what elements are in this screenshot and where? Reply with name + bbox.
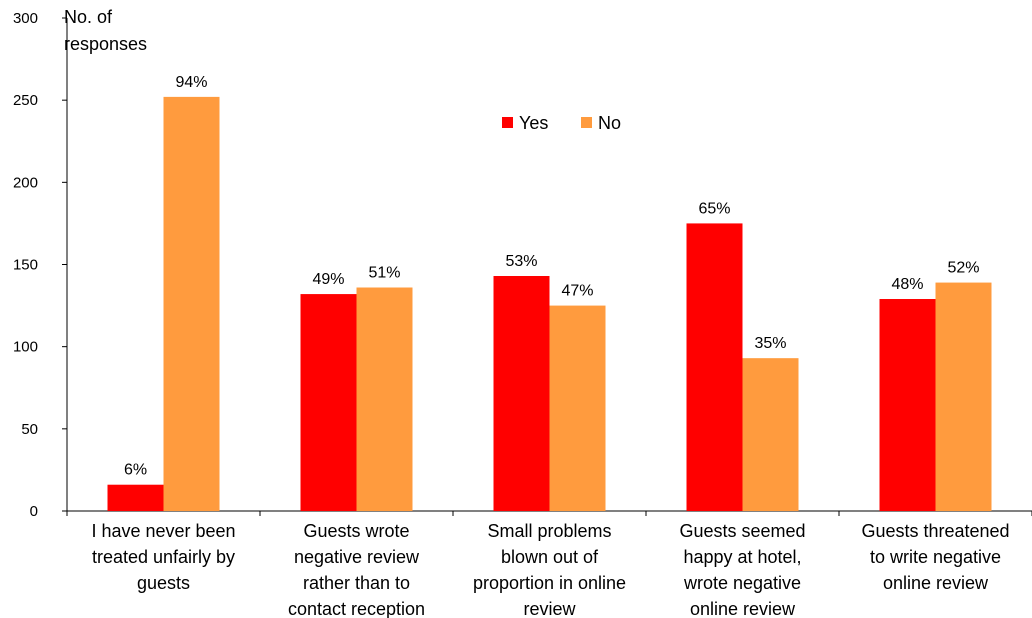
x-tick-label: Guests wrote negative review rather than t…	[288, 521, 425, 618]
x-tick-label: Small problems blown out of proportion in …	[473, 521, 626, 618]
data-label-no-2: 47%	[561, 283, 593, 300]
bar-no-3	[742, 358, 799, 511]
x-tick-label-line: Small problems	[487, 521, 611, 541]
data-label-no-1: 51%	[368, 265, 400, 282]
x-tick-label-line: guests	[137, 573, 190, 593]
bar-yes-4	[879, 299, 936, 511]
legend-label-yes: Yes	[519, 113, 548, 133]
data-label-yes-4: 48%	[891, 276, 923, 293]
x-tick-label-line: wrote negative	[683, 573, 801, 593]
x-tick-label-line: happy at hotel,	[683, 547, 801, 567]
y-tick-label: 150	[13, 257, 38, 274]
data-label-no-3: 35%	[754, 335, 786, 352]
bar-no-2	[549, 305, 606, 511]
y-tick-label: 300	[13, 10, 38, 27]
x-tick-label: Guests threatened to write negative online…	[861, 521, 1009, 593]
x-tick-label-line: online review	[690, 599, 796, 618]
bar-yes-1	[300, 294, 357, 511]
y-tick-label: 0	[30, 503, 38, 520]
x-tick-label-line: review	[523, 599, 576, 618]
x-tick-label-line: negative review	[294, 547, 420, 567]
legend-swatch-yes	[502, 117, 513, 128]
data-label-yes-1: 49%	[312, 271, 344, 288]
y-axis-label: No. of	[64, 7, 113, 27]
x-tick-label: I have never been treated unfairly by gues…	[91, 521, 235, 593]
y-axis-label: responses	[64, 34, 147, 54]
x-tick-label-line: Guests seemed	[679, 521, 805, 541]
y-tick-label: 50	[21, 421, 38, 438]
x-tick-label-line: contact reception	[288, 599, 425, 618]
x-tick-label-line: proportion in online	[473, 573, 626, 593]
bar-no-0	[163, 96, 220, 511]
x-tick-label-line: Guests wrote	[303, 521, 409, 541]
data-label-yes-0: 6%	[124, 462, 147, 479]
y-tick-label: 100	[13, 339, 38, 356]
y-tick-label: 250	[13, 92, 38, 109]
x-tick-label-line: blown out of	[501, 547, 599, 567]
bar-yes-0	[107, 484, 164, 511]
y-tick-label: 200	[13, 174, 38, 191]
bar-yes-2	[493, 276, 550, 511]
data-label-yes-3: 65%	[698, 200, 730, 217]
legend-label-no: No	[598, 113, 621, 133]
bar-no-4	[935, 282, 992, 511]
data-labels: 6% 49% 53% 65% 48% 94% 51% 47% 35% 52%	[124, 74, 980, 479]
bar-yes-3	[686, 223, 743, 511]
x-tick-label-line: Guests threatened	[861, 521, 1009, 541]
x-tick-label: Guests seemed happy at hotel, wrote negati…	[679, 521, 805, 618]
data-label-yes-2: 53%	[505, 253, 537, 270]
x-tick-label-line: online review	[883, 573, 989, 593]
bars	[107, 96, 992, 511]
axes: 0 50 100 150 200 250 300 I have never been treat…	[13, 10, 1032, 618]
x-tick-label-line: I have never been	[91, 521, 235, 541]
bar-no-1	[356, 287, 413, 511]
x-tick-label-line: rather than to	[303, 573, 410, 593]
x-tick-label-line: treated unfairly by	[92, 547, 235, 567]
legend-swatch-no	[581, 117, 592, 128]
x-tick-label-line: to write negative	[870, 547, 1001, 567]
data-label-no-0: 94%	[175, 74, 207, 91]
legend: Yes No	[502, 113, 621, 133]
data-label-no-4: 52%	[947, 260, 979, 277]
